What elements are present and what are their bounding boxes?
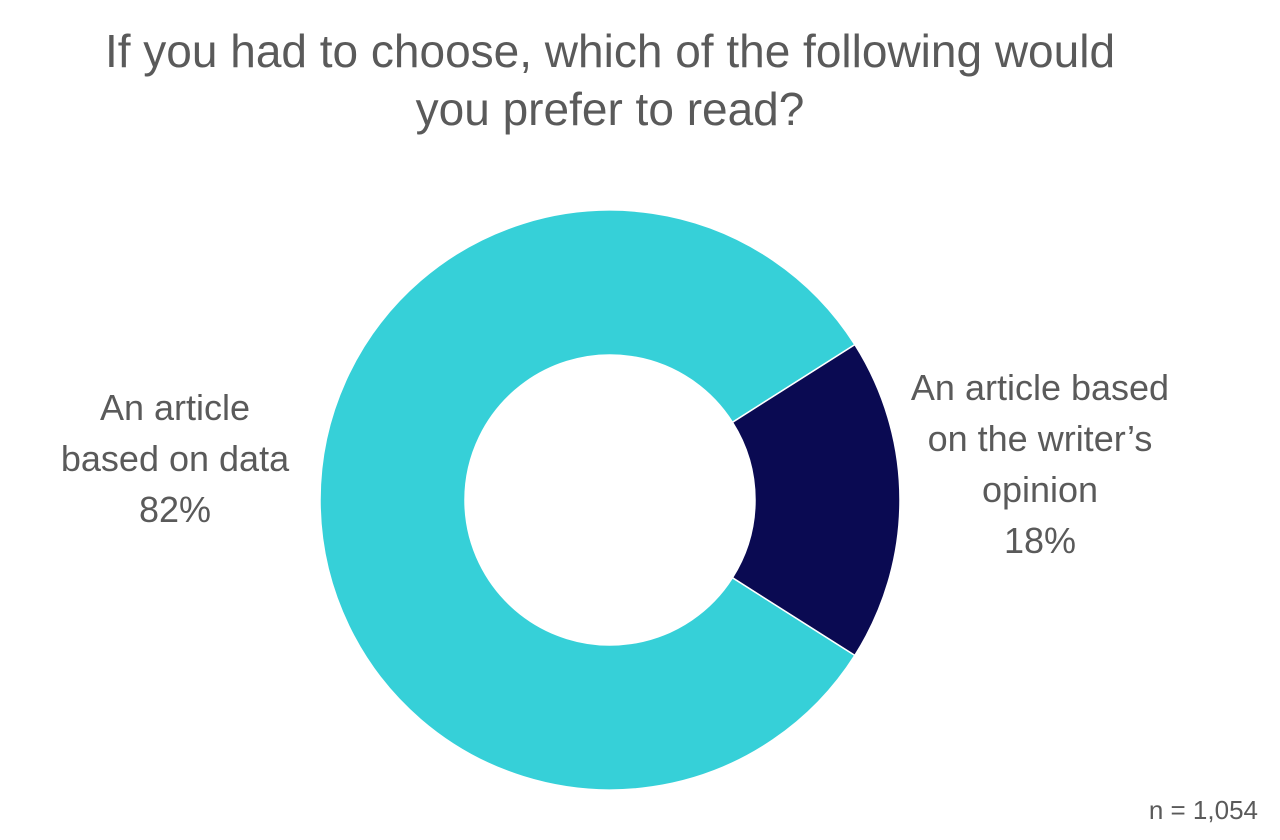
category-label: An article based on data <box>60 387 290 479</box>
donut-slice <box>319 209 856 791</box>
sample-note: n = 1,054 <box>1148 795 1258 825</box>
value-label: 82% <box>138 489 212 530</box>
slice-label: An article based on data 82% <box>60 382 290 535</box>
category-label: An article based on the writer’s opinion <box>910 367 1170 510</box>
slice-label: An article based on the writer’s opinion… <box>905 362 1175 566</box>
value-label: 18% <box>1003 520 1077 561</box>
donut-slice <box>731 343 901 657</box>
chart-title: If you had to choose, which of the follo… <box>104 25 1116 135</box>
